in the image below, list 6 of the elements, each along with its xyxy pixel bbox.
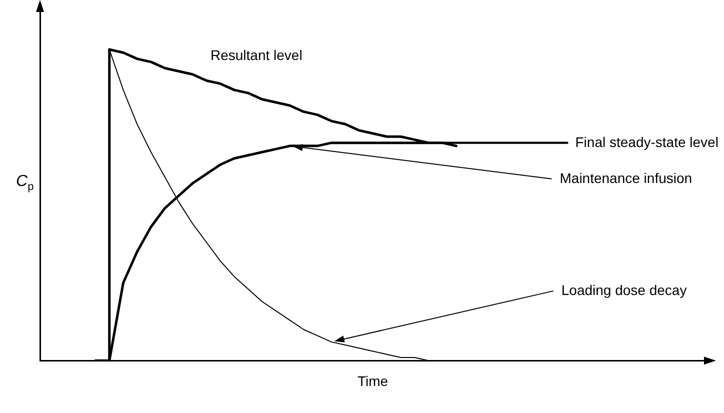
series-label: Resultant level	[210, 46, 302, 63]
text: Maintenance infusion	[560, 170, 692, 186]
y-axis-title: C$_{p}$	[16, 172, 34, 196]
text: Loading dose decay	[561, 282, 687, 298]
series-label: Final steady-state level	[575, 134, 718, 150]
x-axis-title: Time	[358, 372, 388, 389]
